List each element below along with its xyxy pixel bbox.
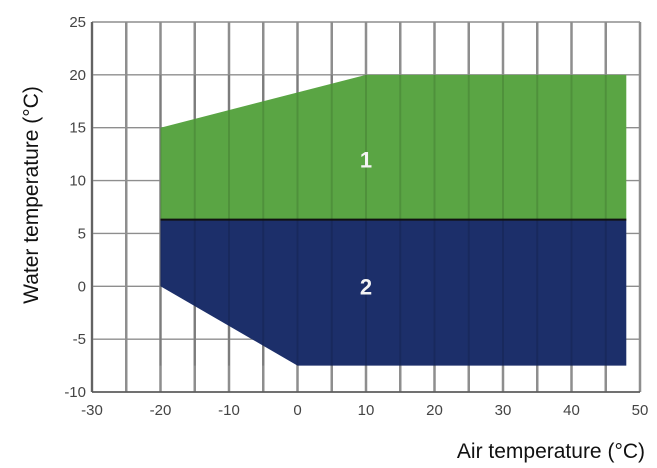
zone-1-area [160,74,627,220]
x-tick-label: -10 [218,402,240,419]
y-axis-label: Water temperature (°C) [20,86,43,304]
x-tick-label: 0 [293,402,301,419]
tick-labels: -10 -5 0 5 10 15 20 25 -30 -20 -10 0 10 20 30 40 50 [64,14,648,419]
x-axis-label: Air temperature (°C) [457,440,645,463]
x-tick-label: 30 [495,402,512,419]
y-tick-label: 5 [78,225,86,242]
x-tick-label: 20 [426,402,443,419]
y-tick-label: 15 [69,120,86,137]
y-tick-label: -10 [64,384,86,401]
zone-2-label: 2 [360,274,372,299]
x-tick-label: -20 [150,402,172,419]
y-tick-label: 0 [78,278,86,295]
zone-1-label: 1 [360,147,372,172]
x-tick-label: 50 [632,402,649,419]
x-tick-label: 10 [358,402,375,419]
x-tick-label: 40 [563,402,580,419]
x-tick-label: -30 [81,402,103,419]
y-tick-label: -5 [73,331,86,348]
operating-zones: 12 [159,74,627,366]
y-tick-label: 20 [69,67,86,84]
y-tick-label: 10 [69,173,86,190]
axes [91,22,640,393]
y-tick-label: 25 [69,14,86,31]
zone-2-area [160,219,627,366]
